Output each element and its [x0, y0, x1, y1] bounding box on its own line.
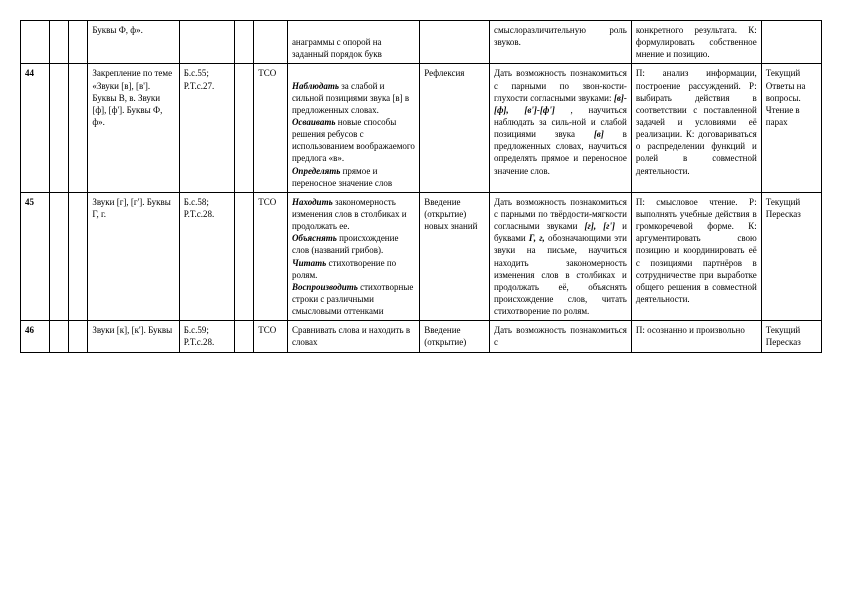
cell-empty — [69, 64, 88, 192]
cell-activity: анаграммы с опорой на заданный порядок б… — [287, 21, 419, 64]
cell-topic: Буквы Ф, ф». — [88, 21, 179, 64]
cell-tso: ТСО — [254, 64, 288, 192]
cell-tso: ТСО — [254, 321, 288, 352]
cell-topic: Звуки [г], [г']. Буквы Г, г. — [88, 192, 179, 320]
cell-stage: Рефлексия — [420, 64, 490, 192]
cell-goal: смыслоразличительную роль звуков. — [489, 21, 631, 64]
table-row: 46 Звуки [к], [к']. Буквы Б.с.59; Р.Т.с.… — [21, 321, 822, 352]
cell-empty — [49, 192, 68, 320]
cell-empty — [49, 21, 68, 64]
cell-stage: Введение (открытие) новых знаний — [420, 192, 490, 320]
cell-stage: Введение (открытие) — [420, 321, 490, 352]
cell-activity: Наблюдать за слабой и сильной позициями … — [287, 64, 419, 192]
cell-empty — [69, 21, 88, 64]
table-row: 44 Закрепление по теме «Звуки [в], [в'].… — [21, 64, 822, 192]
cell-control: Текущий Ответы на вопросы. Чтение в пара… — [761, 64, 821, 192]
cell-source: Б.с.58; Р.Т.с.28. — [179, 192, 234, 320]
cell-empty — [49, 321, 68, 352]
cell-empty — [235, 64, 254, 192]
cell-uud: П: анализ информации, построение рассужд… — [631, 64, 761, 192]
cell-num: 46 — [21, 321, 50, 352]
cell-uud: П: смысловое чтение. Р: выполнять учебны… — [631, 192, 761, 320]
cell-activity: Сравнивать слова и находить в словах — [287, 321, 419, 352]
cell-empty — [69, 192, 88, 320]
table-row: 45 Звуки [г], [г']. Буквы Г, г. Б.с.58; … — [21, 192, 822, 320]
cell-control: Текущий Пересказ — [761, 321, 821, 352]
cell-uud: конкретного результата. К: формулировать… — [631, 21, 761, 64]
cell-uud: П: осознанно и произвольно — [631, 321, 761, 352]
cell-tso — [254, 21, 288, 64]
cell-stage — [420, 21, 490, 64]
table-row: Буквы Ф, ф». анаграммы с опорой на задан… — [21, 21, 822, 64]
cell-control: Текущий Пересказ — [761, 192, 821, 320]
cell-num: 44 — [21, 64, 50, 192]
cell-goal: Дать возможность познакомиться с — [489, 321, 631, 352]
cell-empty — [235, 192, 254, 320]
cell-empty — [49, 64, 68, 192]
cell-goal: Дать возможность познакомиться с парными… — [489, 64, 631, 192]
cell-empty — [235, 321, 254, 352]
cell-num — [21, 21, 50, 64]
cell-empty — [235, 21, 254, 64]
cell-source: Б.с.59; Р.Т.с.28. — [179, 321, 234, 352]
cell-tso: ТСО — [254, 192, 288, 320]
cell-topic: Закрепление по теме «Звуки [в], [в']. Бу… — [88, 64, 179, 192]
lesson-plan-table: Буквы Ф, ф». анаграммы с опорой на задан… — [20, 20, 822, 353]
cell-num: 45 — [21, 192, 50, 320]
cell-source: Б.с.55; Р.Т.с.27. — [179, 64, 234, 192]
cell-source — [179, 21, 234, 64]
cell-control — [761, 21, 821, 64]
cell-goal: Дать возможность познакомиться с парными… — [489, 192, 631, 320]
cell-topic: Звуки [к], [к']. Буквы — [88, 321, 179, 352]
cell-empty — [69, 321, 88, 352]
cell-activity: Находить закономерность изменения слов в… — [287, 192, 419, 320]
